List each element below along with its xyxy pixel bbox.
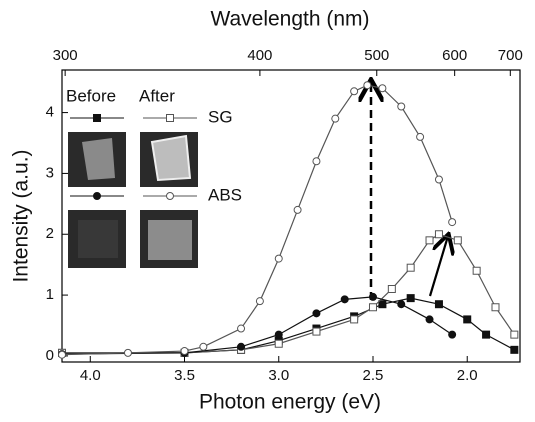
legend-column: After	[139, 86, 175, 105]
inset-images	[68, 132, 198, 268]
marker	[312, 157, 321, 166]
marker	[434, 175, 443, 184]
legend-marker	[166, 192, 174, 200]
x2-tick-label: 500	[364, 47, 389, 64]
marker	[123, 348, 132, 357]
legend-row: ABS	[208, 185, 242, 204]
marker	[363, 81, 372, 90]
marker	[368, 303, 377, 312]
marker	[350, 315, 359, 324]
marker	[397, 300, 406, 309]
series-line	[61, 296, 453, 355]
x-tick-label: 2.5	[363, 367, 384, 384]
marker	[397, 102, 406, 111]
x-tick-label: 3.0	[268, 367, 289, 384]
legend-marker	[93, 114, 101, 122]
marker	[406, 294, 415, 303]
marker	[312, 309, 321, 318]
marker	[237, 324, 246, 333]
marker	[274, 339, 283, 348]
series-line	[62, 297, 515, 354]
marker	[510, 330, 519, 339]
series-line	[62, 233, 515, 354]
marker	[350, 87, 359, 96]
marker	[425, 236, 434, 245]
marker	[274, 254, 283, 263]
marker	[453, 236, 462, 245]
marker	[378, 84, 387, 93]
sample-shape	[82, 138, 115, 180]
marker	[510, 345, 519, 354]
marker	[274, 330, 283, 339]
y-label: Intensity (a.u.)	[10, 149, 33, 282]
x2-tick-label: 700	[498, 47, 523, 64]
x-tick-label: 2.0	[457, 367, 478, 384]
legend-marker	[166, 114, 174, 122]
marker	[368, 292, 377, 301]
marker	[237, 342, 246, 351]
marker	[312, 327, 321, 336]
x2-label: Wavelength (nm)	[210, 8, 369, 31]
marker	[340, 295, 349, 304]
marker	[491, 303, 500, 312]
legend-row: SG	[208, 107, 233, 126]
arrow	[428, 236, 448, 297]
marker	[448, 218, 457, 227]
marker	[434, 300, 443, 309]
x-label: Photon energy (eV)	[199, 391, 381, 414]
marker	[199, 342, 208, 351]
sample-shape	[148, 220, 192, 260]
marker	[406, 263, 415, 272]
y-tick-label: 0	[46, 347, 54, 364]
y-tick-label: 3	[46, 164, 54, 181]
marker	[448, 330, 457, 339]
plot-frame	[61, 69, 521, 363]
marker	[255, 297, 264, 306]
marker	[331, 114, 340, 123]
sample-shape	[150, 134, 192, 182]
marker	[482, 330, 491, 339]
marker	[425, 315, 434, 324]
y-tick-label: 4	[46, 104, 54, 121]
marker	[463, 315, 472, 324]
x2-tick-label: 400	[247, 47, 272, 64]
marker	[58, 350, 66, 359]
legend-marker	[93, 192, 101, 200]
x2-tick-label: 600	[442, 47, 467, 64]
marker	[387, 285, 396, 293]
x-tick-label: 4.0	[80, 367, 101, 384]
sample-shape	[78, 220, 118, 258]
marker	[472, 266, 481, 275]
x-tick-label: 3.5	[174, 367, 195, 384]
marker	[293, 205, 302, 214]
marker	[378, 300, 387, 309]
marker	[180, 347, 189, 356]
y-tick-label: 1	[46, 286, 54, 303]
x2-tick-label: 300	[53, 47, 78, 64]
y-tick-label: 2	[46, 225, 54, 242]
marker	[434, 230, 443, 239]
legend-column: Before	[66, 86, 116, 105]
marker	[416, 132, 425, 141]
